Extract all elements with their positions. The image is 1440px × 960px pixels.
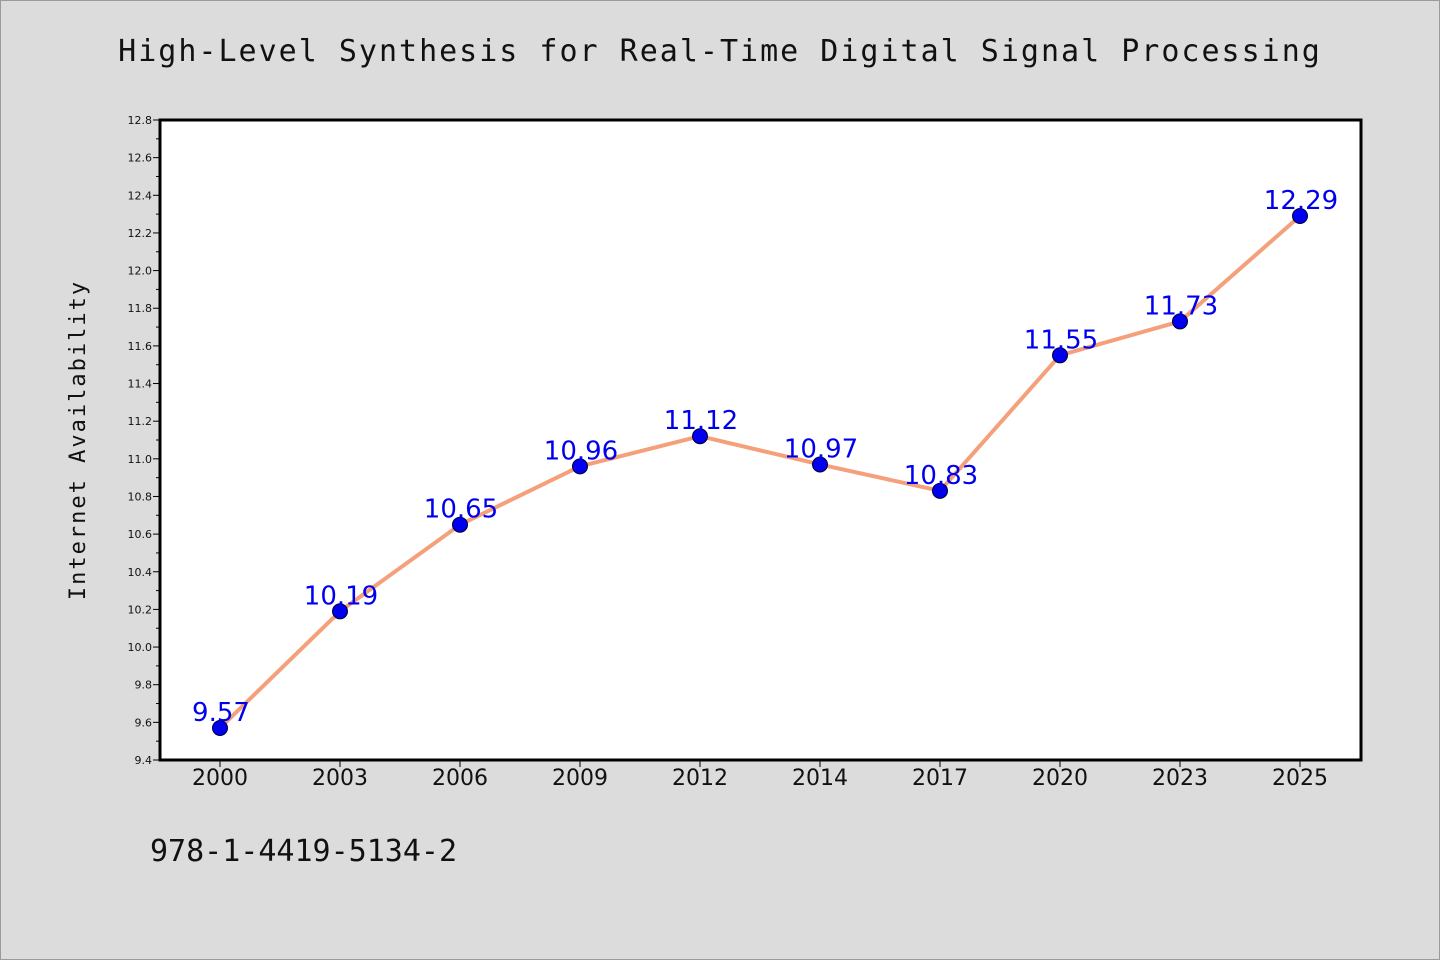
x-tick-label: 2017 — [912, 766, 968, 791]
y-tick-label: 9.6 — [135, 716, 153, 729]
y-tick-label: 10.8 — [128, 490, 153, 503]
data-point — [1292, 208, 1308, 224]
x-tick-label: 2009 — [552, 766, 608, 791]
x-tick-label: 2020 — [1032, 766, 1088, 791]
x-tick-label: 2025 — [1272, 766, 1328, 791]
y-tick-label: 11.8 — [128, 302, 153, 315]
y-axis-label: Internet Availability — [66, 280, 91, 600]
y-tick-label: 10.6 — [128, 528, 153, 541]
y-tick-label: 12.4 — [128, 189, 153, 202]
data-point — [1052, 347, 1068, 364]
data-label: 10.96 — [544, 436, 618, 466]
x-tick-label: 2003 — [312, 766, 368, 791]
y-tick-label: 11.6 — [128, 340, 153, 353]
y-axis: 9.4 9.6 9.8 10.0 10.2 10.4 10.6 10.8 11.0 11.2 11.… — [128, 114, 160, 767]
y-tick-label: 9.4 — [135, 754, 153, 767]
y-tick-label: 11.4 — [128, 378, 153, 391]
data-points — [212, 208, 1308, 736]
y-tick-label: 10.0 — [128, 641, 153, 654]
chart-title: High-Level Synthesis for Real-Time Digit… — [118, 34, 1322, 69]
x-tick-label: 2000 — [192, 766, 248, 791]
data-label: 12.29 — [1264, 186, 1338, 216]
x-tick-label: 2006 — [432, 766, 488, 791]
x-tick-label: 2014 — [792, 766, 848, 791]
y-tick-label: 12.0 — [128, 265, 153, 278]
data-point — [332, 603, 348, 620]
data-label: 10.65 — [424, 495, 498, 525]
data-label: 11.55 — [1024, 325, 1098, 355]
data-point — [212, 720, 228, 736]
y-tick-label: 10.4 — [128, 566, 153, 579]
y-tick-label: 11.0 — [128, 453, 153, 466]
y-tick-label: 9.8 — [135, 679, 153, 692]
data-label: 10.83 — [904, 461, 978, 491]
data-point — [1172, 313, 1188, 330]
data-label: 9.57 — [192, 698, 250, 728]
x-tick-label: 2012 — [672, 766, 728, 791]
data-point — [692, 428, 708, 445]
data-label: 10.19 — [304, 581, 378, 611]
data-point — [452, 516, 468, 533]
data-label: 11.12 — [664, 406, 738, 436]
data-label: 11.73 — [1144, 291, 1218, 321]
y-tick-label: 12.2 — [128, 227, 153, 240]
y-tick-label: 11.2 — [128, 415, 153, 428]
data-point — [932, 482, 948, 499]
data-point — [812, 456, 828, 473]
x-axis: 2000 2003 2006 2009 2012 2014 2017 2020 2023 2025 — [192, 760, 1328, 791]
y-tick-label: 10.2 — [128, 603, 153, 616]
x-tick-label: 2023 — [1152, 766, 1208, 791]
plot-area — [158, 118, 1363, 762]
series-line — [218, 214, 1302, 730]
data-label: 10.97 — [784, 434, 858, 464]
data-labels: 9.57 10.19 10.65 10.96 11.12 10.97 10.83 11.55 1… — [192, 186, 1338, 728]
y-tick-label: 12.8 — [128, 114, 153, 127]
footer-code: 978-1-4419-5134-2 — [150, 834, 458, 869]
data-point — [572, 458, 588, 475]
y-tick-label: 12.6 — [128, 152, 153, 165]
